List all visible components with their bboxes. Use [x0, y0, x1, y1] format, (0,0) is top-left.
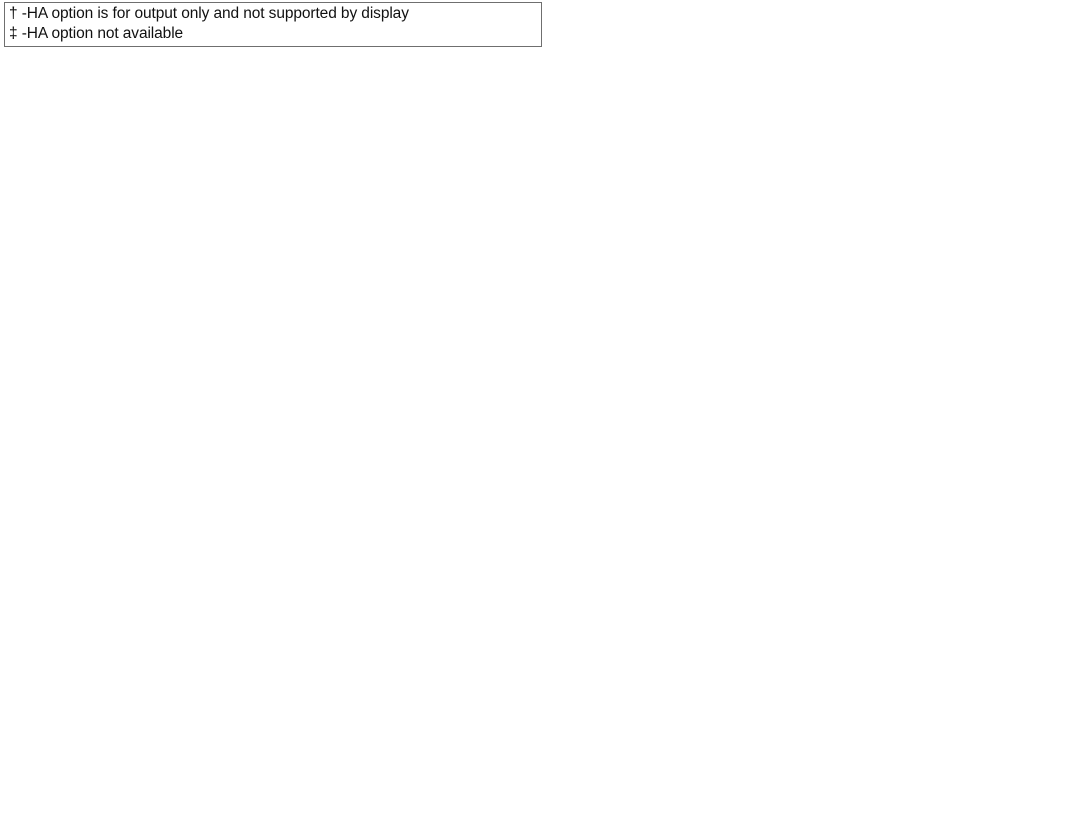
double-dagger-text: -HA option not available	[17, 25, 184, 42]
double-dagger-symbol: ‡	[9, 25, 18, 42]
dagger-text: -HA option is for output only and not su…	[17, 5, 409, 22]
footnote-legend: † -HA option is for output only and not …	[4, 2, 542, 47]
footnote-line-dagger: † -HA option is for output only and not …	[9, 4, 539, 24]
dagger-symbol: †	[9, 5, 18, 22]
left-panel: † -HA option is for output only and not …	[4, 2, 542, 47]
footnote-line-double-dagger: ‡ -HA option not available	[9, 24, 539, 44]
